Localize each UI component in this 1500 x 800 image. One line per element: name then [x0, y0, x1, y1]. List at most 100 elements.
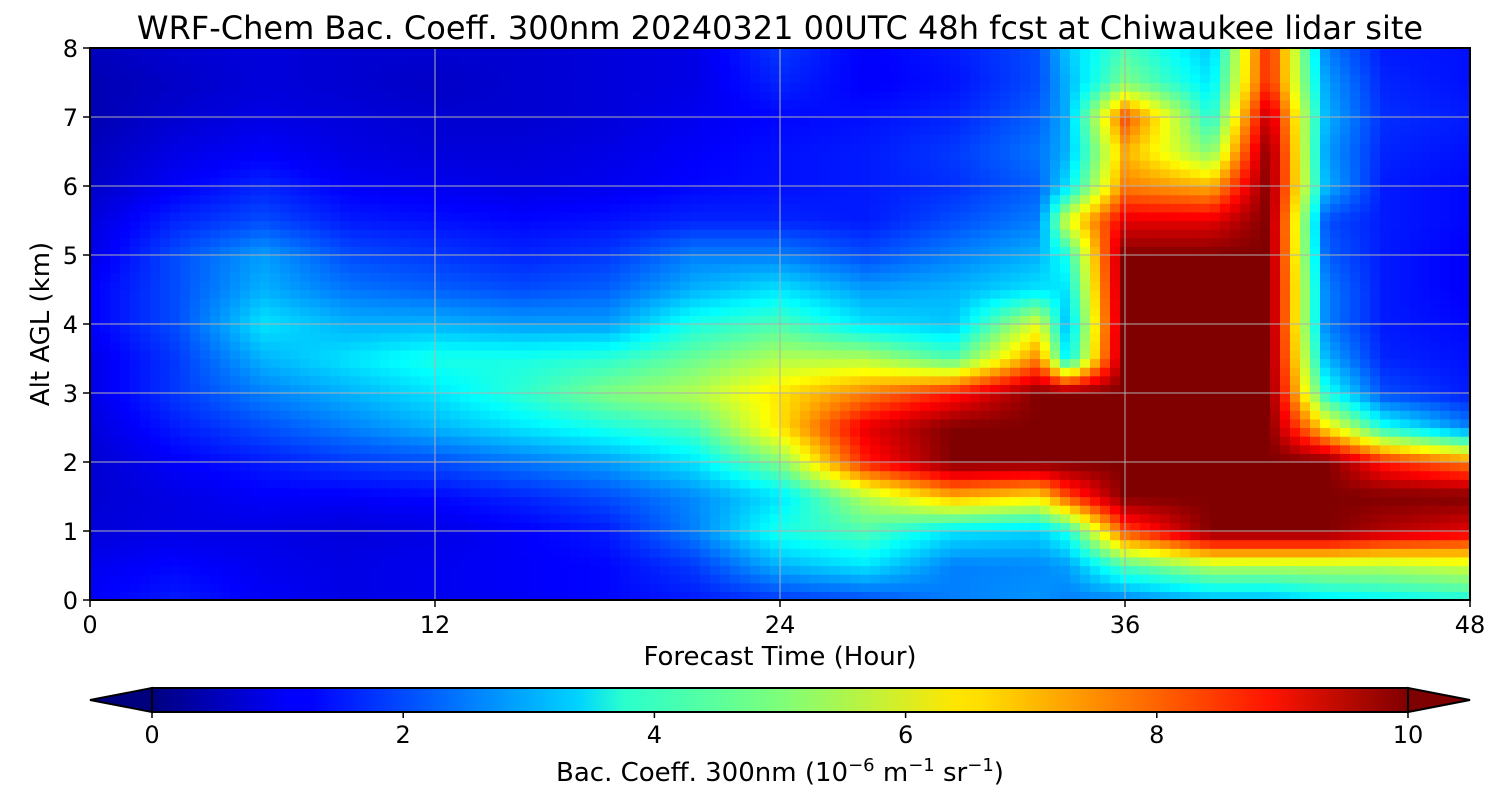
heatmap-cell — [1380, 375, 1391, 385]
heatmap-cell — [1290, 556, 1301, 567]
heatmap-cell — [820, 522, 831, 532]
heatmap-cell — [660, 574, 671, 584]
heatmap-cell — [1440, 496, 1451, 506]
heatmap-cell — [360, 487, 371, 498]
heatmap-cell — [1270, 436, 1281, 446]
heatmap-cell — [340, 470, 351, 480]
heatmap-cell — [1330, 548, 1341, 558]
heatmap-cell — [310, 591, 321, 600]
heatmap-cell — [1260, 289, 1271, 299]
heatmap-cell — [1440, 332, 1451, 342]
heatmap-cell — [1020, 332, 1031, 342]
heatmap-cell — [840, 574, 851, 584]
heatmap-cell — [760, 298, 771, 308]
heatmap-cell — [130, 384, 141, 394]
heatmap-cell — [230, 384, 241, 394]
heatmap-cell — [750, 367, 761, 377]
heatmap-cell — [630, 453, 641, 463]
heatmap-cell — [1070, 548, 1081, 558]
heatmap-cell — [990, 401, 1001, 411]
heatmap-cell — [410, 513, 421, 523]
heatmap-cell — [440, 487, 451, 498]
heatmap-cell — [590, 393, 601, 403]
heatmap-cell — [850, 505, 861, 515]
heatmap-cell — [390, 401, 401, 411]
heatmap-cell — [1060, 410, 1071, 420]
heatmap-cell — [400, 306, 411, 316]
heatmap-cell — [460, 289, 471, 299]
heatmap-cell — [1160, 289, 1171, 299]
heatmap-cell — [1330, 453, 1341, 463]
heatmap-cell — [1210, 410, 1221, 420]
heatmap-cell — [980, 349, 991, 360]
heatmap-cell — [860, 332, 871, 342]
heatmap-cell — [1220, 539, 1231, 549]
heatmap-cell — [90, 556, 101, 567]
heatmap-cell — [1180, 539, 1191, 549]
heatmap-cell — [930, 513, 941, 523]
heatmap-cell — [830, 393, 841, 403]
heatmap-cell — [1230, 565, 1241, 575]
heatmap-cell — [490, 496, 501, 506]
heatmap-cell — [1220, 487, 1231, 498]
heatmap-cell — [1300, 548, 1311, 558]
heatmap-cell — [700, 522, 711, 532]
heatmap-cell — [1310, 496, 1321, 506]
heatmap-cell — [1240, 539, 1251, 549]
heatmap-cell — [630, 427, 641, 437]
heatmap-cell — [470, 367, 481, 377]
heatmap-cell — [480, 427, 491, 437]
heatmap-cell — [1300, 410, 1311, 420]
heatmap-cell — [150, 393, 161, 403]
heatmap-cell — [1090, 436, 1101, 446]
heatmap-cell — [1370, 556, 1381, 567]
heatmap-cell — [1420, 548, 1431, 558]
heatmap-cell — [1180, 565, 1191, 575]
heatmap-cell — [940, 315, 951, 325]
heatmap-cell — [100, 418, 111, 429]
heatmap-cell — [700, 556, 711, 567]
heatmap-cell — [1240, 556, 1251, 567]
heatmap-cell — [1250, 548, 1261, 558]
heatmap-cell — [160, 418, 171, 429]
heatmap-cell — [500, 367, 511, 377]
heatmap-cell — [1290, 410, 1301, 420]
heatmap-cell — [1240, 565, 1251, 575]
heatmap-cell — [1140, 496, 1151, 506]
heatmap-cell — [980, 289, 991, 299]
heatmap-cell — [90, 496, 101, 506]
heatmap-cell — [250, 315, 261, 325]
heatmap-cell — [490, 582, 501, 592]
heatmap-cell — [1370, 393, 1381, 403]
heatmap-cell — [540, 375, 551, 385]
heatmap-cell — [170, 582, 181, 592]
heatmap-cell — [90, 332, 101, 342]
heatmap-cell — [1430, 548, 1441, 558]
heatmap-cell — [790, 427, 801, 437]
heatmap-cell — [890, 349, 901, 360]
heatmap-cell — [780, 367, 791, 377]
heatmap-cell — [1430, 444, 1441, 454]
heatmap-cell — [1060, 393, 1071, 403]
heatmap-cell — [580, 591, 591, 600]
heatmap-cell — [600, 427, 611, 437]
heatmap-cell — [130, 367, 141, 377]
heatmap-cell — [990, 306, 1001, 316]
heatmap-cell — [240, 393, 251, 403]
heatmap-cell — [1340, 401, 1351, 411]
heatmap-cell — [1370, 436, 1381, 446]
heatmap-cell — [920, 436, 931, 446]
heatmap-cell — [590, 358, 601, 368]
heatmap-cell — [690, 341, 701, 351]
heatmap-cell — [980, 505, 991, 515]
heatmap-cell — [1190, 315, 1201, 325]
heatmap-cell — [760, 513, 771, 523]
heatmap-cell — [320, 315, 331, 325]
heatmap-cell — [1190, 427, 1201, 437]
heatmap-cell — [1090, 341, 1101, 351]
heatmap-cell — [800, 531, 811, 541]
heatmap-cell — [720, 349, 731, 360]
heatmap-cell — [840, 531, 851, 541]
heatmap-cell — [1180, 358, 1191, 368]
heatmap-cell — [480, 418, 491, 429]
